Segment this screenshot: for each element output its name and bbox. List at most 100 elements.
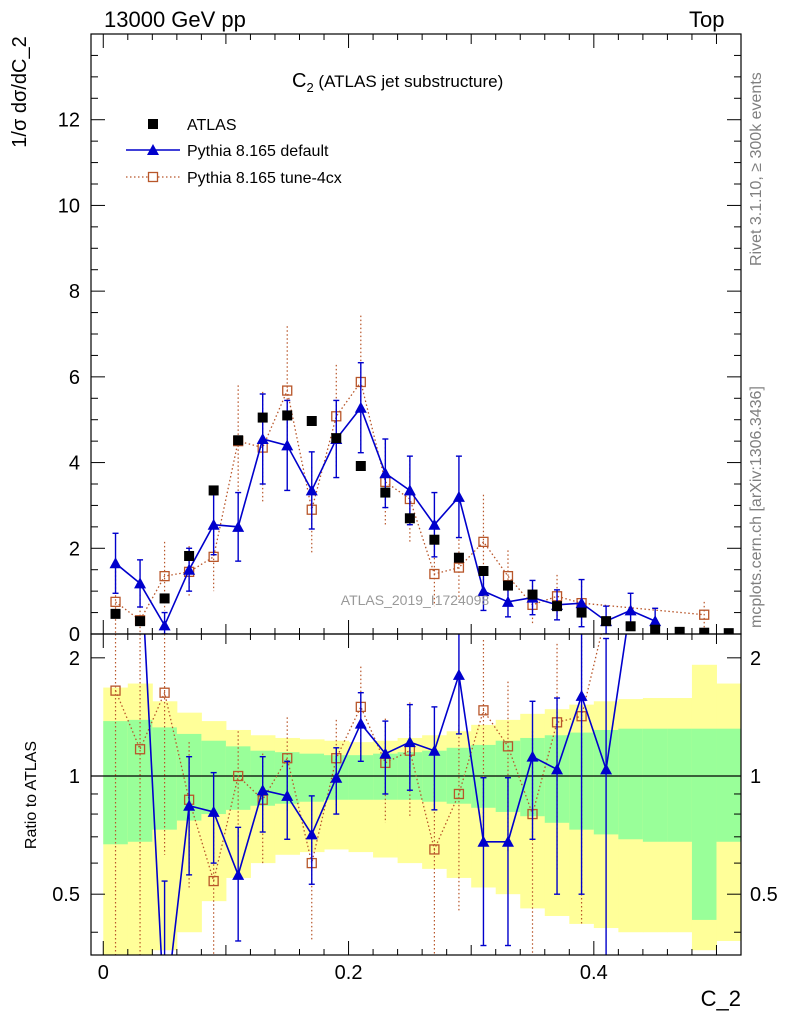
ratio-y-tick-label: 2 bbox=[69, 648, 80, 670]
pythia-default-point bbox=[158, 619, 171, 631]
pythia-4cx-point bbox=[453, 788, 465, 800]
atlas-point bbox=[478, 566, 489, 576]
atlas-point bbox=[723, 628, 734, 634]
pythia-4cx-point bbox=[233, 770, 244, 782]
pythia-default-point bbox=[354, 717, 367, 729]
pythia-default-point bbox=[305, 484, 318, 496]
pythia-default-point bbox=[624, 604, 637, 616]
atlas-point bbox=[625, 621, 636, 632]
pythia-4cx-point bbox=[110, 596, 121, 608]
pythia-default-point bbox=[428, 744, 441, 756]
pythia-4cx-point bbox=[478, 536, 489, 548]
pythia-4cx-point bbox=[159, 687, 170, 698]
pythia-default-point bbox=[207, 518, 220, 530]
main-panel bbox=[109, 315, 734, 634]
band-green bbox=[225, 746, 251, 810]
atlas-point bbox=[110, 608, 121, 619]
pythia-default-point bbox=[109, 557, 122, 569]
atlas-point bbox=[380, 487, 391, 498]
atlas-point bbox=[453, 552, 464, 563]
header-left: 13000 GeV pp bbox=[104, 7, 246, 32]
atlas-point bbox=[159, 593, 170, 604]
band-green bbox=[642, 728, 668, 842]
header-right: Top bbox=[689, 7, 725, 32]
ratio-y-tick-label-right: 1 bbox=[750, 766, 761, 788]
pythia-default-point bbox=[452, 668, 465, 680]
atlas-point bbox=[306, 416, 317, 426]
pythia-4cx-point bbox=[502, 741, 514, 752]
pythia-4cx-point bbox=[110, 685, 121, 696]
pythia-default-point bbox=[452, 490, 465, 502]
pythia-default-point bbox=[501, 595, 514, 607]
ratio-y-axis-label: Ratio to ATLAS bbox=[23, 741, 40, 849]
frames bbox=[90, 33, 742, 956]
pythia-default-point bbox=[330, 771, 343, 783]
pythia-4cx-point bbox=[208, 875, 219, 887]
pythia-default-point bbox=[232, 520, 245, 532]
main-y-tick-label: 10 bbox=[58, 195, 80, 217]
atlas-point bbox=[282, 410, 293, 421]
pythia-4cx-point bbox=[478, 705, 489, 716]
atlas-point bbox=[429, 534, 440, 545]
pythia-4cx-point bbox=[282, 385, 293, 396]
pythia-default-point bbox=[600, 763, 613, 775]
pythia-default-point bbox=[207, 805, 220, 817]
pythia-default-point bbox=[477, 835, 490, 847]
band-green bbox=[299, 753, 325, 802]
pythia-default-point bbox=[134, 538, 146, 549]
band-green bbox=[127, 719, 153, 842]
ratio-y-tick-label-right: 0.5 bbox=[750, 884, 778, 906]
pythia-default-point bbox=[305, 828, 318, 840]
band-green bbox=[716, 728, 741, 842]
band-green bbox=[667, 728, 693, 842]
atlas-point bbox=[404, 513, 415, 524]
atlas-point bbox=[184, 551, 195, 561]
band-green bbox=[618, 728, 644, 840]
ratio-y-tick-label: 1 bbox=[69, 766, 80, 788]
pythia-default-point bbox=[551, 763, 564, 775]
legend-atlas-label: ATLAS bbox=[187, 117, 237, 134]
ratio-frame bbox=[90, 633, 742, 956]
legend-default-label: Pythia 8.165 default bbox=[187, 143, 329, 160]
x-axis-label: C_2 bbox=[701, 986, 741, 1011]
pythia-default-point bbox=[526, 750, 539, 762]
atlas-point bbox=[331, 433, 342, 444]
pythia-default-point bbox=[159, 1013, 171, 1024]
main-y-tick-label: 2 bbox=[69, 538, 80, 560]
pythia-default-point bbox=[379, 467, 392, 479]
pythia-default-point bbox=[379, 747, 392, 759]
pythia-default-point bbox=[477, 585, 490, 597]
ratio-y-tick-label-right: 2 bbox=[750, 648, 761, 670]
atlas-point bbox=[135, 616, 146, 627]
atlas-point bbox=[576, 607, 587, 618]
pythia-default-point bbox=[501, 835, 514, 847]
pythia-default-point bbox=[256, 784, 269, 796]
analysis-watermark: ATLAS_2019_I1724098 bbox=[341, 592, 490, 608]
atlas-point bbox=[502, 580, 513, 591]
pythia-default-point bbox=[183, 799, 196, 811]
pythia-default-point bbox=[256, 433, 269, 444]
pythia-default-point bbox=[134, 577, 147, 589]
pythia-default-point bbox=[575, 689, 588, 701]
pythia-4cx-point bbox=[429, 844, 440, 855]
pythia-4cx-point bbox=[453, 562, 465, 573]
pythia-default-point bbox=[428, 518, 441, 530]
main-y-tick-label: 4 bbox=[69, 453, 80, 475]
legend-atlas-marker bbox=[148, 119, 158, 129]
x-tick-label: 0.2 bbox=[335, 962, 363, 984]
pythia-default-point bbox=[232, 868, 245, 880]
atlas-point bbox=[552, 601, 563, 612]
atlas-point bbox=[699, 627, 710, 634]
atlas-point bbox=[601, 616, 612, 627]
pythia-default-ratio-line bbox=[143, 634, 627, 955]
pythia-4cx-point bbox=[134, 744, 146, 755]
ratio-uncertainty-bands bbox=[103, 664, 741, 955]
x-tick-label: 0.4 bbox=[580, 962, 608, 984]
legend-4cx-label: Pythia 8.165 tune-4cx bbox=[187, 170, 342, 187]
main-y-tick-label: 8 bbox=[69, 281, 80, 303]
atlas-point bbox=[355, 461, 366, 471]
x-tick-label: 0 bbox=[98, 962, 109, 984]
band-green bbox=[348, 755, 374, 800]
